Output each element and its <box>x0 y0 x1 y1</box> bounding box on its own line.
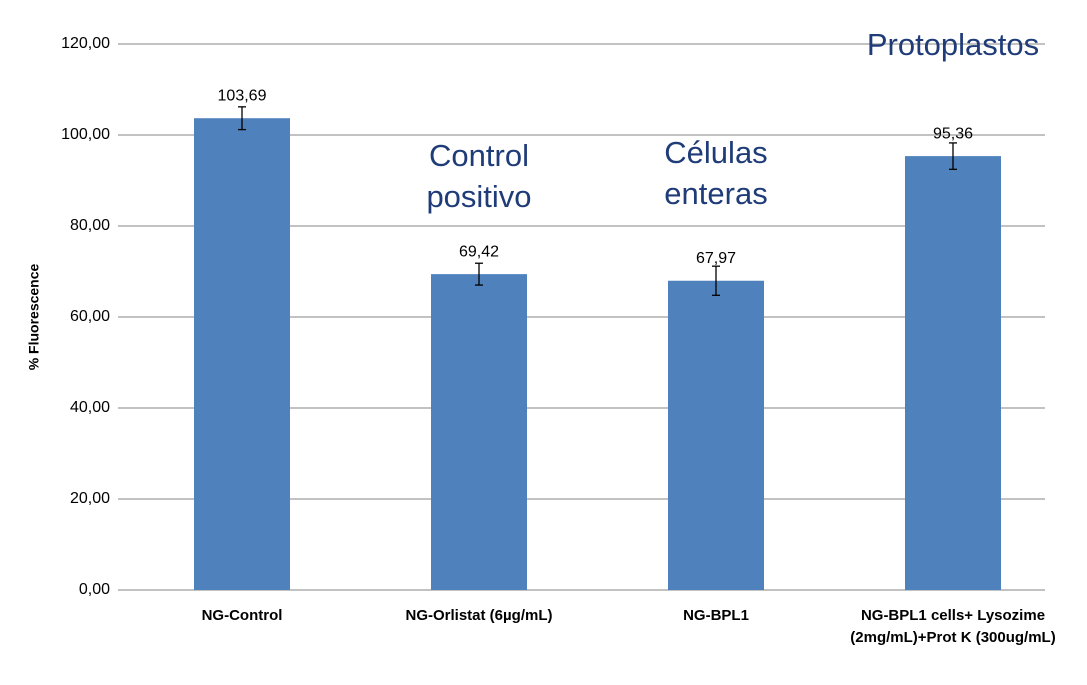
y-axis-label: % Fluorescence <box>26 263 42 370</box>
bar <box>431 274 527 590</box>
y-tick-label: 40,00 <box>70 399 110 416</box>
annotation: enteras <box>664 176 767 211</box>
x-tick-label: NG-Orlistat (6µg/mL) <box>405 607 553 624</box>
data-label: 95,36 <box>933 125 973 142</box>
y-tick-label: 60,00 <box>70 308 110 325</box>
bar <box>668 280 764 590</box>
x-tick-label: NG-BPL1 <box>683 607 749 624</box>
y-tick-label: 120,00 <box>61 35 110 52</box>
x-tick-label: NG-BPL1 cells+ Lysozime (2mg/mL)+Prot K … <box>850 607 1056 646</box>
y-tick-label: 20,00 <box>70 490 110 507</box>
data-label: 69,42 <box>459 243 499 260</box>
bar <box>194 118 290 590</box>
annotation: Protoplastos <box>867 27 1039 62</box>
error-bar <box>475 262 483 286</box>
data-label: 103,69 <box>218 87 267 104</box>
error-bar <box>949 142 957 170</box>
bar <box>905 156 1001 590</box>
annotation: Células <box>664 135 767 170</box>
y-tick-label: 100,00 <box>61 126 110 143</box>
y-tick-label: 0,00 <box>79 581 110 598</box>
annotation: positivo <box>426 179 531 214</box>
y-tick-label: 80,00 <box>70 217 110 234</box>
error-bar <box>238 106 246 131</box>
annotation: Control <box>429 138 529 173</box>
data-label: 67,97 <box>696 250 736 267</box>
x-tick-label: NG-Control <box>201 607 283 624</box>
error-bar <box>712 265 720 296</box>
